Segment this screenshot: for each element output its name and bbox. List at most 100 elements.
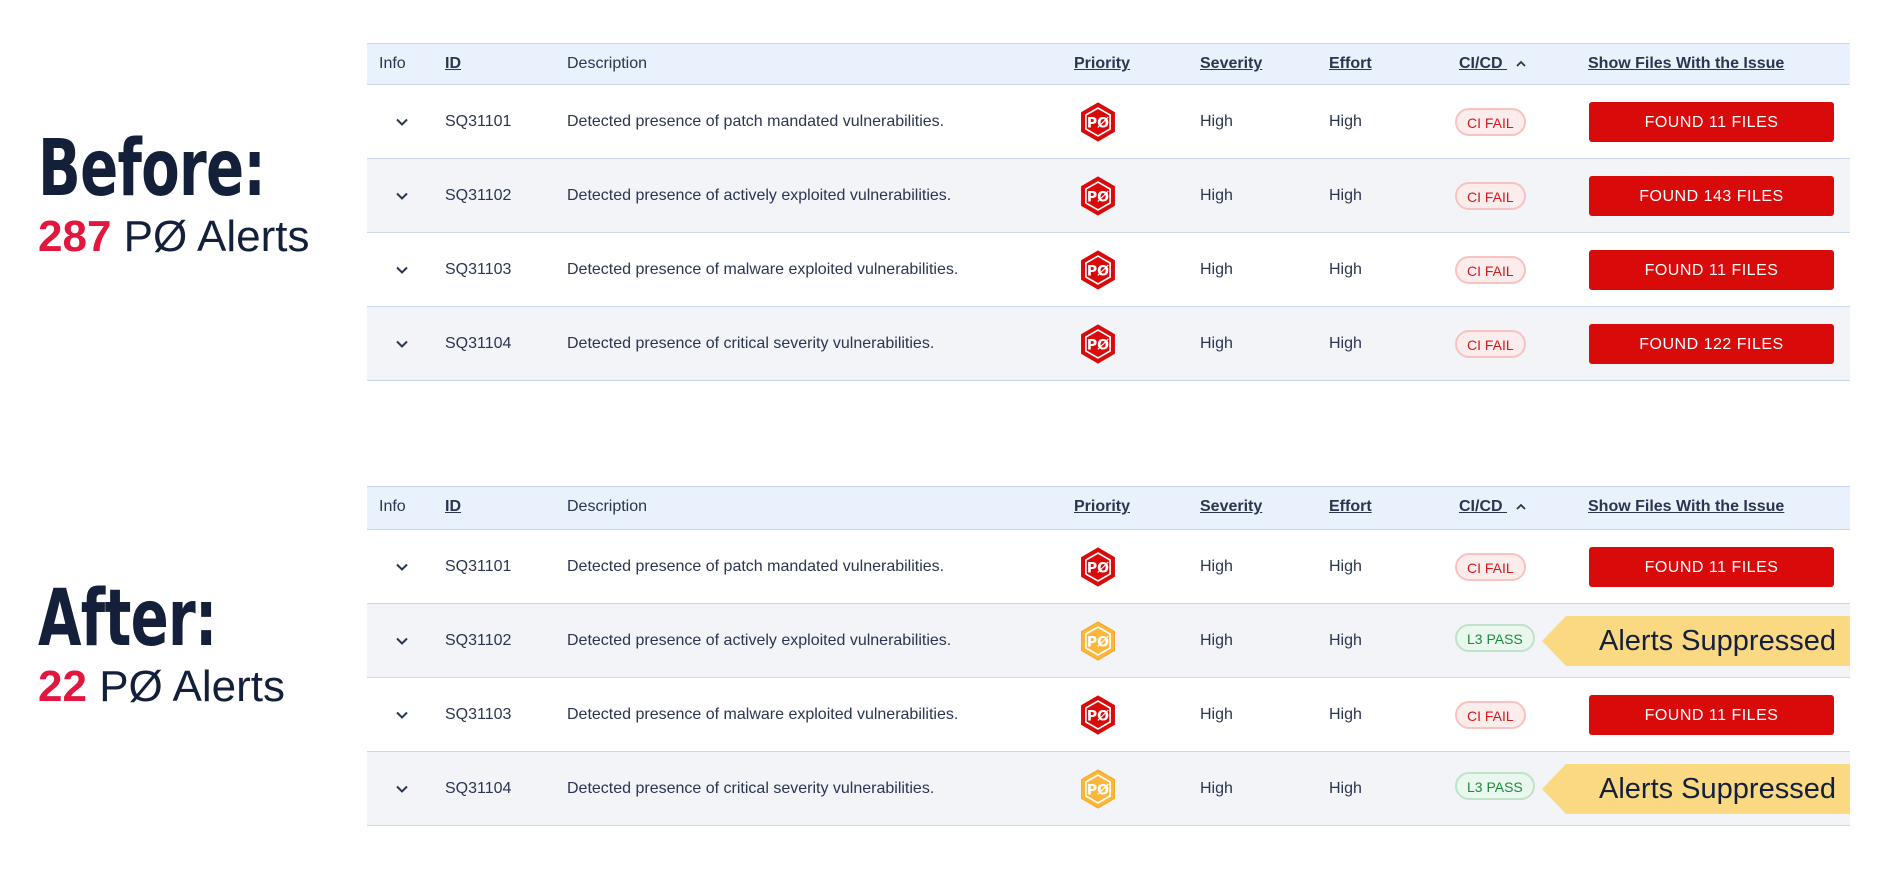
before-alert-count: 287 PØ Alerts	[38, 212, 353, 262]
files-cell: FOUND 11 FILES	[1586, 530, 1850, 603]
sort-ascending-icon	[1516, 60, 1526, 67]
row-effort: High	[1329, 631, 1362, 649]
row-id: SQ31102	[445, 631, 512, 649]
chevron-down-icon[interactable]	[393, 558, 411, 576]
cicd-fail-badge: CI FAIL	[1455, 107, 1526, 136]
chevron-down-icon[interactable]	[393, 335, 411, 353]
effort-cell: High	[1329, 85, 1429, 158]
files-cell: FOUND 11 FILES	[1586, 85, 1850, 158]
description-cell: Detected presence of critical severity v…	[567, 307, 1067, 380]
severity-cell: High	[1200, 752, 1300, 825]
table-header: Info ID Description Priority Severity Ef…	[367, 44, 1850, 85]
chevron-down-icon[interactable]	[393, 632, 411, 650]
after-alert-count: 22 PØ Alerts	[38, 662, 286, 712]
col-cicd-header[interactable]: CI/CD	[1459, 44, 1579, 84]
found-files-button[interactable]: FOUND 143 FILES	[1589, 175, 1834, 216]
cicd-pass-badge: L3 PASS	[1455, 771, 1535, 800]
found-files-button[interactable]: FOUND 11 FILES	[1589, 249, 1834, 290]
table-row: SQ31103 Detected presence of malware expl…	[367, 678, 1850, 752]
table-header: Info ID Description Priority Severity Ef…	[367, 487, 1850, 530]
effort-cell: High	[1329, 604, 1429, 677]
col-effort-header[interactable]: Effort	[1329, 55, 1372, 72]
cicd-cell: CI FAIL	[1455, 530, 1577, 603]
priority-hexagon-icon: PØ	[1081, 694, 1115, 735]
priority-badge-label: PØ	[1087, 115, 1109, 131]
col-info-header: Info	[379, 55, 406, 72]
alerts-suppressed-callout: Alerts Suppressed	[1542, 615, 1850, 666]
id-cell: SQ31104	[445, 307, 555, 380]
cicd-cell: CI FAIL	[1455, 159, 1577, 232]
description-cell: Detected presence of patch mandated vuln…	[567, 530, 1067, 603]
chevron-down-icon[interactable]	[393, 187, 411, 205]
severity-cell: High	[1200, 307, 1300, 380]
priority-cell: PØ	[1070, 85, 1170, 158]
chevron-down-icon[interactable]	[393, 261, 411, 279]
col-cicd-label: CI/CD	[1459, 55, 1503, 72]
chevron-down-icon[interactable]	[393, 706, 411, 724]
col-severity-header[interactable]: Severity	[1200, 498, 1263, 515]
cicd-fail-badge: CI FAIL	[1455, 255, 1526, 284]
priority-badge-label: PØ	[1087, 263, 1109, 279]
cicd-cell: CI FAIL	[1455, 307, 1577, 380]
info-cell	[379, 85, 439, 158]
before-table: Info ID Description Priority Severity Ef…	[367, 43, 1850, 381]
col-description-header: Description	[567, 55, 648, 72]
priority-hexagon-icon: PØ	[1081, 323, 1115, 364]
found-files-button[interactable]: FOUND 11 FILES	[1589, 546, 1834, 587]
chevron-down-icon[interactable]	[393, 780, 411, 798]
row-severity: High	[1200, 705, 1233, 723]
col-id-header[interactable]: ID	[445, 55, 461, 72]
after-heading: After: 22 PØ Alerts	[38, 578, 286, 712]
cicd-fail-badge: CI FAIL	[1455, 181, 1526, 210]
sort-ascending-icon	[1516, 503, 1526, 510]
id-cell: SQ31101	[445, 85, 555, 158]
files-cell: Alerts Suppressed	[1542, 752, 1850, 825]
found-files-button[interactable]: FOUND 11 FILES	[1589, 101, 1834, 142]
effort-cell: High	[1329, 530, 1429, 603]
effort-cell: High	[1329, 233, 1429, 306]
col-severity-header[interactable]: Severity	[1200, 55, 1263, 72]
col-priority-header[interactable]: Priority	[1074, 498, 1131, 515]
col-priority-header[interactable]: Priority	[1074, 55, 1131, 72]
cicd-fail-badge: CI FAIL	[1455, 700, 1526, 729]
priority-badge-label: PØ	[1087, 708, 1109, 724]
col-files-header[interactable]: Show Files With the Issue	[1588, 55, 1785, 72]
after-count: 22	[38, 662, 87, 711]
severity-cell: High	[1200, 233, 1300, 306]
row-description: Detected presence of actively exploited …	[567, 631, 952, 649]
row-description: Detected presence of actively exploited …	[567, 186, 952, 204]
priority-badge-label: PØ	[1087, 337, 1109, 353]
id-cell: SQ31104	[445, 752, 555, 825]
id-cell: SQ31102	[445, 604, 555, 677]
priority-badge-label: PØ	[1087, 189, 1109, 205]
table-row: SQ31102 Detected presence of actively exp…	[367, 604, 1850, 678]
effort-cell: High	[1329, 752, 1429, 825]
row-severity: High	[1200, 112, 1233, 130]
row-effort: High	[1329, 557, 1362, 575]
priority-hexagon-icon-suppressed: PØ	[1081, 768, 1115, 809]
alerts-suppressed-label: Alerts Suppressed	[1599, 624, 1836, 657]
priority-badge-label: PØ	[1087, 560, 1109, 576]
chevron-down-icon[interactable]	[393, 113, 411, 131]
table-row: SQ31102 Detected presence of actively exp…	[367, 159, 1850, 233]
col-effort-header[interactable]: Effort	[1329, 498, 1372, 515]
files-cell: Alerts Suppressed	[1542, 604, 1850, 677]
info-cell	[379, 530, 439, 603]
row-description: Detected presence of patch mandated vuln…	[567, 557, 945, 575]
info-cell	[379, 233, 439, 306]
priority-hexagon-icon-suppressed: PØ	[1081, 620, 1115, 661]
col-cicd-header[interactable]: CI/CD	[1459, 487, 1579, 527]
files-cell: FOUND 122 FILES	[1586, 307, 1850, 380]
info-cell	[379, 307, 439, 380]
row-id: SQ31103	[445, 705, 512, 723]
col-files-header[interactable]: Show Files With the Issue	[1588, 498, 1785, 515]
severity-cell: High	[1200, 604, 1300, 677]
info-cell	[379, 159, 439, 232]
found-files-button[interactable]: FOUND 11 FILES	[1589, 694, 1834, 735]
callout-arrow	[1542, 615, 1566, 666]
row-effort: High	[1329, 260, 1362, 278]
row-id: SQ31104	[445, 334, 512, 352]
found-files-button[interactable]: FOUND 122 FILES	[1589, 323, 1834, 364]
after-table: Info ID Description Priority Severity Ef…	[367, 486, 1850, 826]
col-id-header[interactable]: ID	[445, 498, 461, 515]
